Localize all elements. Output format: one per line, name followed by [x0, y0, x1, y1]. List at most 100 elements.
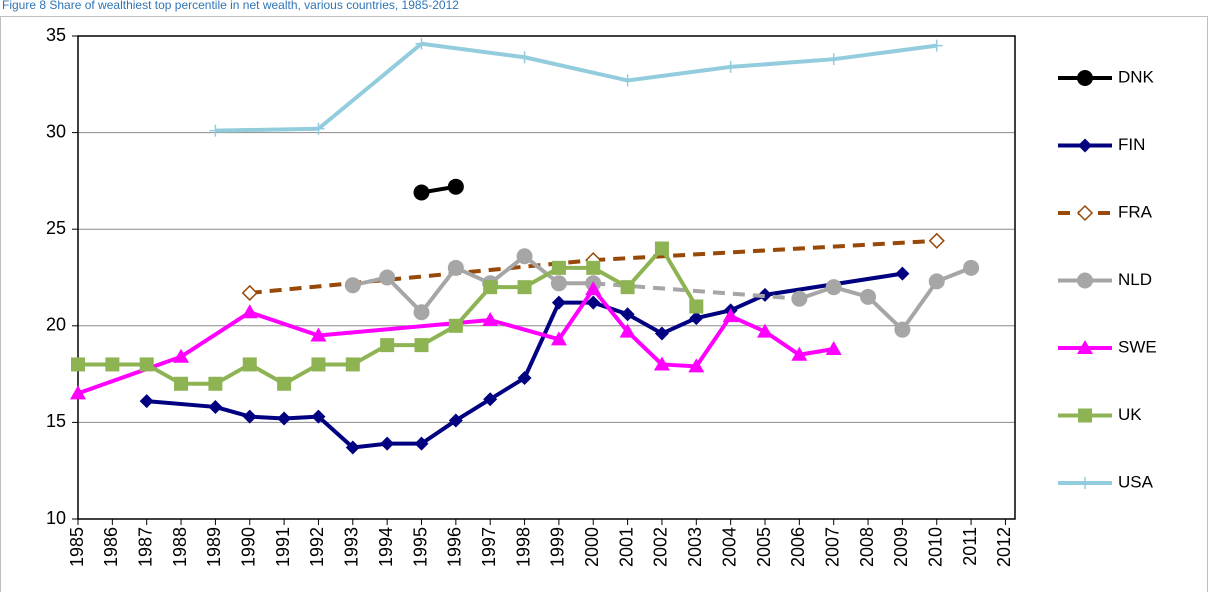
marker [654, 241, 669, 256]
gap-line [249, 310, 320, 338]
marker [1078, 138, 1092, 153]
series [413, 178, 464, 201]
marker [208, 399, 223, 414]
marker [653, 356, 670, 371]
x-tick-label: 2008 [857, 527, 877, 567]
x-tick-label: 1989 [204, 527, 224, 567]
marker [585, 281, 602, 296]
marker [791, 290, 808, 307]
gap-line [318, 318, 491, 338]
x-tick-label: 2009 [891, 527, 911, 567]
marker [483, 392, 498, 407]
legend-label: USA [1118, 472, 1154, 491]
series [71, 241, 704, 391]
marker [895, 266, 910, 281]
marker [241, 304, 258, 319]
legend-label: SWE [1118, 337, 1157, 356]
marker [483, 280, 498, 295]
x-tick-label: 1997 [479, 527, 499, 567]
marker [551, 260, 566, 275]
marker [277, 411, 292, 426]
marker [448, 318, 463, 333]
marker [586, 260, 601, 275]
marker [620, 307, 635, 322]
marker [516, 248, 533, 265]
marker [1076, 204, 1094, 222]
line [78, 246, 699, 386]
marker [209, 124, 222, 137]
marker [518, 51, 531, 64]
x-tick-label: 1998 [513, 527, 533, 567]
legend-label: FIN [1118, 135, 1145, 154]
marker [825, 340, 842, 355]
marker [414, 436, 429, 451]
marker [619, 323, 636, 338]
marker [757, 323, 773, 338]
marker [586, 295, 601, 310]
marker [1077, 272, 1093, 289]
x-tick-label: 1986 [101, 527, 121, 567]
marker [825, 279, 842, 296]
marker [71, 357, 85, 372]
y-tick-label: 25 [46, 218, 66, 238]
marker [173, 348, 190, 363]
marker [174, 376, 189, 391]
plot-frame [77, 35, 1016, 520]
y-tick-label: 35 [46, 25, 66, 45]
gap-line [627, 64, 731, 83]
x-tick-label: 2002 [651, 527, 671, 567]
marker [930, 39, 943, 52]
x-tick-label: 1987 [135, 527, 155, 567]
marker [413, 304, 430, 321]
gap-line [215, 126, 319, 133]
y-tick-label: 10 [46, 508, 66, 528]
series [209, 37, 943, 137]
x-tick-label: 2003 [685, 527, 705, 567]
marker [517, 280, 532, 295]
marker [928, 273, 945, 290]
marker [550, 331, 567, 346]
marker [312, 122, 325, 135]
marker [482, 312, 499, 327]
x-tick-label: 1991 [273, 527, 293, 567]
marker [1077, 70, 1093, 86]
marker [827, 53, 840, 66]
x-tick-label: 1992 [307, 527, 327, 567]
x-tick-label: 1988 [170, 527, 190, 567]
x-tick-label: 1990 [239, 527, 259, 567]
marker [551, 295, 566, 310]
marker [928, 232, 945, 249]
x-tick-label: 2010 [926, 527, 946, 567]
chart-frame [0, 16, 1208, 597]
x-tick-label: 1993 [342, 527, 362, 567]
marker [1079, 477, 1091, 489]
marker [517, 370, 532, 385]
x-tick-label: 2012 [994, 527, 1014, 567]
gap-line [833, 43, 938, 62]
marker [344, 277, 361, 294]
marker [345, 357, 360, 372]
marker [758, 287, 772, 302]
x-tick-label: 1985 [67, 527, 87, 567]
gap-line [146, 399, 216, 409]
y-tick-label: 30 [46, 121, 66, 141]
x-tick-label: 2001 [616, 527, 636, 567]
marker [311, 357, 326, 372]
x-tick-label: 1996 [445, 527, 465, 567]
marker [447, 178, 464, 195]
x-tick-label: 2007 [822, 527, 842, 567]
marker [70, 385, 86, 400]
marker [413, 184, 430, 201]
marker [654, 326, 669, 341]
marker [311, 409, 326, 424]
marker [241, 284, 258, 302]
gap-line [593, 281, 800, 301]
y-tick-label: 15 [46, 411, 66, 431]
gap-line [489, 318, 560, 342]
series [70, 281, 842, 400]
marker [894, 321, 911, 338]
x-tick-label: 2011 [960, 527, 980, 566]
x-tick-label: 2004 [719, 527, 739, 567]
marker [620, 280, 635, 295]
legend-label: NLD [1118, 270, 1152, 289]
